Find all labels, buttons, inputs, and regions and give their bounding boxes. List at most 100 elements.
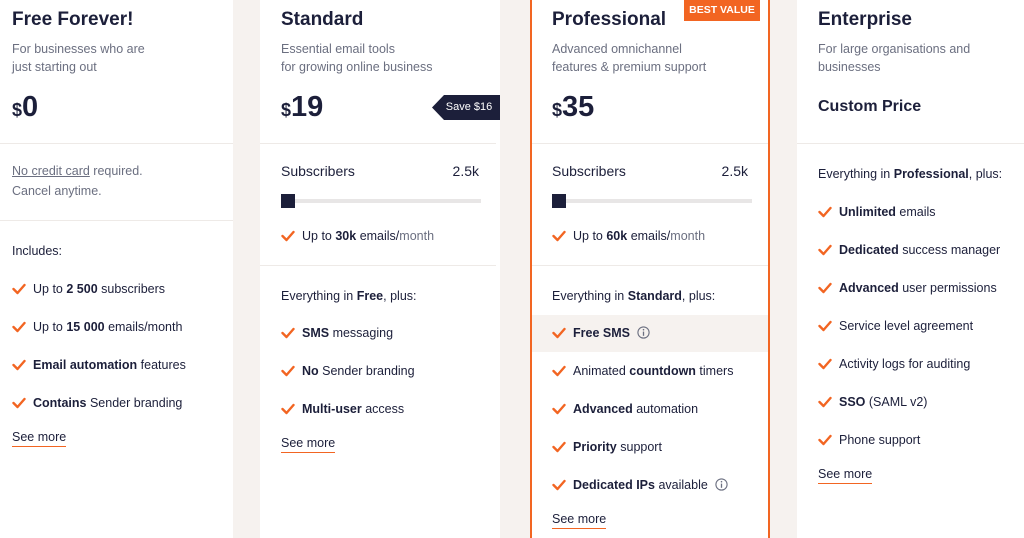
amount: 19 xyxy=(291,91,324,123)
text: emails/ xyxy=(627,229,671,243)
check-icon xyxy=(552,327,566,339)
check-icon xyxy=(12,283,26,295)
feature: Service level agreement xyxy=(839,317,973,335)
divider xyxy=(260,265,496,266)
text: subscribers xyxy=(97,282,166,296)
feature: Priority support xyxy=(573,438,662,456)
note: Cancel anytime. xyxy=(12,182,102,200)
currency: $ xyxy=(281,100,292,120)
feature: Advanced automation xyxy=(573,400,698,418)
slider-track xyxy=(281,199,481,203)
plan-name: Standard xyxy=(281,9,364,30)
see-more-link[interactable]: See more xyxy=(552,511,607,529)
plan-name: Professional xyxy=(552,9,667,30)
check-icon xyxy=(281,365,295,377)
best-value-badge: BEST VALUE xyxy=(684,0,760,21)
check-icon xyxy=(552,441,566,453)
plan-name: Enterprise xyxy=(818,9,912,30)
text: Unlimited xyxy=(839,205,896,219)
text: available xyxy=(654,478,708,492)
text: emails xyxy=(895,205,936,219)
feature: No Sender branding xyxy=(302,362,415,380)
text: Up to xyxy=(33,320,67,334)
text: Priority xyxy=(573,440,617,454)
check-icon xyxy=(281,403,295,415)
feature: Dedicated IPs available xyxy=(573,476,728,494)
text: Dedicated IPs xyxy=(573,478,655,492)
feature: Animated countdown timers xyxy=(573,362,733,380)
features-heading: Everything in Professional, plus: xyxy=(818,165,1002,183)
slider-track xyxy=(552,199,752,203)
check-icon xyxy=(818,244,832,256)
text: messaging xyxy=(329,326,394,340)
see-more-link[interactable]: See more xyxy=(12,429,67,447)
currency: $ xyxy=(12,100,23,120)
feature: Up to 2 500 subscribers xyxy=(33,280,165,298)
divider xyxy=(260,143,496,144)
plan-description: just starting out xyxy=(12,60,97,74)
feature: SSO (SAML v2) xyxy=(839,393,927,411)
text: Standard xyxy=(627,289,682,303)
feature: Multi-user access xyxy=(302,400,404,418)
text: , plus: xyxy=(681,289,716,303)
text: Sender branding xyxy=(86,396,183,410)
plan-description: for growing online business xyxy=(281,60,433,74)
text: Advanced xyxy=(573,402,633,416)
text: timers xyxy=(695,364,734,378)
text: Up to xyxy=(33,282,67,296)
text: Free xyxy=(356,289,384,303)
check-icon xyxy=(12,359,26,371)
text: Email automation xyxy=(33,358,138,372)
text: Service level agreement xyxy=(839,319,974,333)
text: , plus: xyxy=(968,167,1003,181)
link[interactable]: No credit card xyxy=(12,164,90,178)
slider-handle[interactable] xyxy=(281,194,295,208)
text: 2 500 xyxy=(66,282,98,296)
text: No xyxy=(302,364,319,378)
check-icon xyxy=(552,403,566,415)
see-more-link[interactable]: See more xyxy=(818,466,873,484)
features-heading: Everything in Free, plus: xyxy=(281,287,417,305)
plan-description: Essential email tools xyxy=(281,42,395,56)
text: Advanced xyxy=(839,281,899,295)
slider-label: Subscribers xyxy=(552,163,626,179)
text: 60k xyxy=(606,229,628,243)
emails-quota: Up to 60k emails/month xyxy=(573,227,705,245)
check-icon xyxy=(281,230,295,242)
feature: Contains Sender branding xyxy=(33,394,182,412)
text: Phone support xyxy=(839,433,921,447)
plan-description: Advanced omnichannel xyxy=(552,42,682,56)
text: required. xyxy=(89,164,143,178)
check-icon xyxy=(818,320,832,332)
features-heading: Includes: xyxy=(12,242,62,260)
text: support xyxy=(616,440,662,454)
text: Activity logs for auditing xyxy=(839,357,971,371)
feature: Activity logs for auditing xyxy=(839,355,970,373)
amount: 35 xyxy=(562,91,595,123)
text: , plus: xyxy=(383,289,417,303)
text: Up to xyxy=(302,229,336,243)
check-icon xyxy=(281,327,295,339)
price: $0 xyxy=(12,90,38,129)
plan-card: Enterprise For large organisations and bus… xyxy=(797,0,1024,538)
feature: Unlimited emails xyxy=(839,203,936,221)
text: Everything in xyxy=(818,167,894,181)
check-icon xyxy=(818,434,832,446)
text: Professional xyxy=(893,167,969,181)
text: emails/month xyxy=(104,320,183,334)
feature: SMS messaging xyxy=(302,324,393,342)
text: Up to xyxy=(573,229,607,243)
feature-highlight xyxy=(532,315,768,352)
text: countdown xyxy=(629,364,696,378)
emails-quota: Up to 30k emails/month xyxy=(302,227,434,245)
info-icon xyxy=(715,478,728,491)
check-icon xyxy=(818,206,832,218)
save-tag: Save $16 xyxy=(432,95,500,120)
check-icon xyxy=(552,365,566,377)
slider-handle[interactable] xyxy=(552,194,566,208)
price: $19 xyxy=(281,90,323,129)
divider xyxy=(0,143,233,144)
text: Free SMS xyxy=(573,326,630,340)
see-more-link[interactable]: See more xyxy=(281,435,336,453)
